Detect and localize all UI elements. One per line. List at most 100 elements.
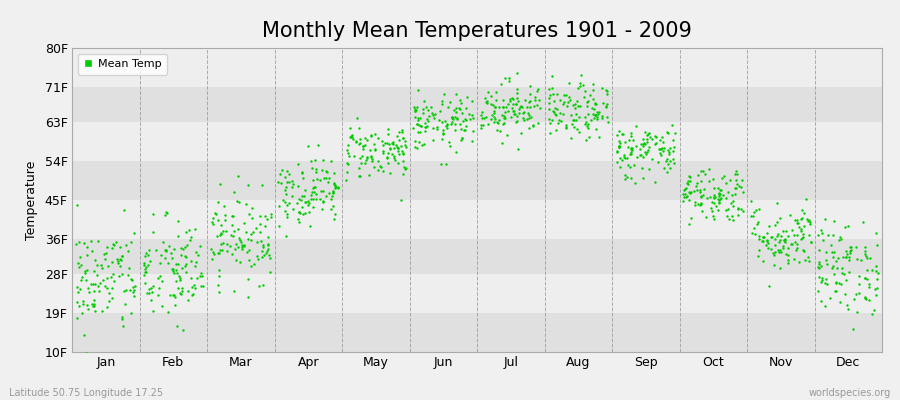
Point bbox=[772, 265, 787, 272]
Point bbox=[280, 211, 294, 218]
Point bbox=[359, 153, 374, 160]
Point bbox=[446, 114, 460, 120]
Point bbox=[571, 103, 585, 110]
Point bbox=[777, 237, 791, 243]
Point bbox=[220, 248, 234, 254]
Point bbox=[408, 138, 422, 144]
Point bbox=[490, 127, 504, 134]
Point bbox=[146, 210, 160, 217]
Point bbox=[734, 177, 749, 184]
Point bbox=[781, 244, 796, 251]
Point bbox=[693, 187, 707, 193]
Point bbox=[212, 288, 226, 295]
Point bbox=[547, 105, 562, 112]
Point bbox=[818, 276, 832, 282]
Point bbox=[98, 256, 112, 262]
Point bbox=[348, 139, 363, 145]
Point bbox=[636, 153, 651, 160]
Point bbox=[788, 217, 803, 224]
Point bbox=[237, 242, 251, 248]
Point bbox=[795, 235, 809, 241]
Point bbox=[600, 91, 615, 98]
Point bbox=[363, 147, 377, 154]
Point bbox=[821, 232, 835, 238]
Point bbox=[399, 144, 413, 150]
Point bbox=[494, 112, 508, 118]
Point bbox=[387, 155, 401, 161]
Point bbox=[734, 184, 749, 190]
Point bbox=[418, 128, 432, 134]
Point bbox=[303, 158, 318, 164]
Point bbox=[690, 187, 705, 193]
Point bbox=[206, 221, 220, 227]
Point bbox=[778, 236, 792, 243]
Point bbox=[850, 309, 864, 315]
Point bbox=[697, 192, 711, 199]
Point bbox=[559, 92, 573, 98]
Point bbox=[509, 90, 524, 97]
Point bbox=[498, 114, 512, 121]
Point bbox=[211, 282, 225, 288]
Point bbox=[480, 100, 494, 106]
Point bbox=[629, 122, 643, 129]
Point bbox=[212, 267, 227, 274]
Point bbox=[768, 236, 782, 243]
Point bbox=[791, 224, 806, 230]
Point bbox=[531, 86, 545, 93]
Point bbox=[292, 208, 306, 215]
Point bbox=[862, 255, 877, 262]
Point bbox=[531, 119, 545, 126]
Point bbox=[662, 149, 676, 155]
Point bbox=[331, 185, 346, 191]
Point bbox=[733, 183, 747, 189]
Point bbox=[410, 121, 424, 128]
Point bbox=[295, 170, 310, 176]
Point bbox=[489, 96, 503, 103]
Point bbox=[450, 115, 464, 122]
Point bbox=[364, 132, 379, 139]
Point bbox=[599, 104, 614, 111]
Point bbox=[327, 180, 341, 186]
Point bbox=[692, 202, 706, 208]
Point bbox=[749, 207, 763, 214]
Point bbox=[667, 144, 681, 150]
Point bbox=[552, 120, 566, 126]
Point bbox=[662, 150, 676, 157]
Point bbox=[560, 102, 574, 109]
Point bbox=[229, 240, 243, 247]
Point bbox=[711, 207, 725, 213]
Point bbox=[237, 220, 251, 226]
Point bbox=[710, 185, 724, 191]
Point bbox=[102, 290, 116, 297]
Point bbox=[624, 149, 638, 156]
Point bbox=[542, 95, 556, 102]
Point bbox=[666, 156, 680, 162]
Point bbox=[868, 262, 883, 269]
Point bbox=[447, 121, 462, 127]
Point bbox=[245, 215, 259, 222]
Point bbox=[92, 287, 106, 294]
Point bbox=[81, 285, 95, 291]
Point bbox=[814, 263, 828, 269]
Point bbox=[394, 197, 409, 203]
Point bbox=[166, 268, 180, 275]
Point bbox=[771, 246, 786, 253]
Point bbox=[446, 116, 460, 122]
Point bbox=[766, 250, 780, 256]
Point bbox=[151, 275, 166, 281]
Point bbox=[652, 146, 667, 152]
Point bbox=[212, 232, 227, 238]
Point bbox=[371, 134, 385, 141]
Point bbox=[104, 245, 119, 252]
Point bbox=[484, 101, 499, 108]
Point bbox=[633, 152, 647, 158]
Point bbox=[734, 206, 748, 212]
Point bbox=[523, 98, 537, 104]
Point bbox=[381, 150, 395, 156]
Point bbox=[264, 214, 278, 220]
Point bbox=[263, 269, 277, 275]
Point bbox=[122, 265, 137, 272]
Point bbox=[138, 253, 152, 259]
Point bbox=[218, 217, 232, 224]
Point bbox=[716, 192, 731, 198]
